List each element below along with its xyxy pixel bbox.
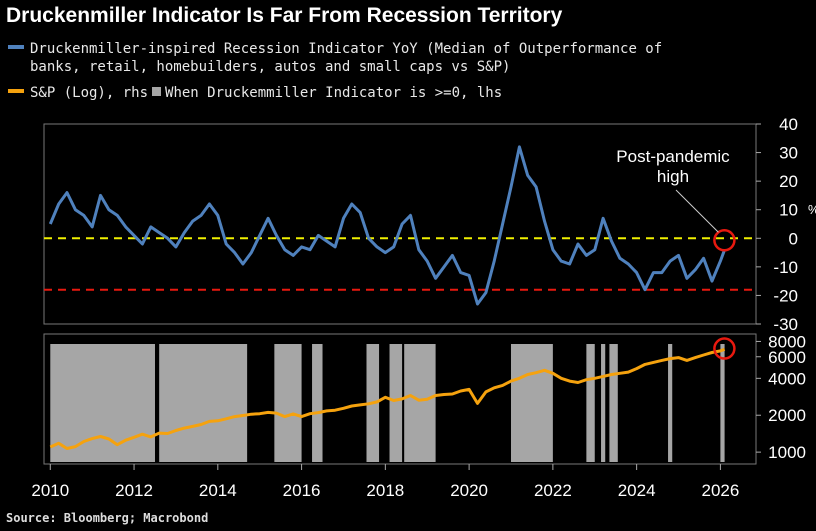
- annotation-text-line1: Post-pandemic: [616, 147, 730, 166]
- indicator-panel: 40 30 20 10 0 -10 -20 -30 % Post-pandemic high: [43, 115, 816, 334]
- legend-shade-label: When Druckemmiller Indicator is >=0, lhs: [165, 85, 503, 101]
- sp-ytick-label: 4000: [768, 369, 806, 388]
- annotation-text-line2: high: [657, 167, 689, 186]
- legend-indicator-label-cont: banks, retail, homebuilders, autos and s…: [30, 59, 511, 75]
- post-pandemic-high-marker: [713, 229, 736, 252]
- x-tick-label: 2020: [450, 481, 488, 500]
- legend-sp-label: S&P (Log), rhs: [30, 85, 149, 101]
- x-tick-label: 2016: [283, 481, 321, 500]
- shaded-period-11: [668, 344, 673, 462]
- shaded-period-6: [404, 344, 436, 462]
- x-tick-label: 2022: [534, 481, 572, 500]
- shaded-period-9: [601, 344, 606, 462]
- sp-ytick-label: 2000: [768, 406, 806, 425]
- indicator-ytick-label: -10: [773, 258, 798, 277]
- shaded-period-5: [389, 344, 403, 462]
- legend-indicator: Druckenmiller-inspired Recession Indicat…: [8, 40, 662, 58]
- shaded-period-3: [312, 344, 323, 462]
- sp-panel-frame: [43, 333, 757, 465]
- x-tick-label: 2018: [366, 481, 404, 500]
- legend-shade-swatch: [152, 86, 162, 96]
- source-note: Source: Bloomberg; Macrobond: [6, 511, 209, 525]
- shaded-period-12: [720, 344, 725, 462]
- indicator-series-line: [48, 145, 727, 306]
- sp-latest-marker: [713, 337, 736, 360]
- shaded-period-8: [586, 344, 595, 462]
- shaded-period-1: [159, 344, 248, 462]
- indicator-ytick-label: -20: [773, 286, 798, 305]
- x-tick-label: 2024: [618, 481, 656, 500]
- x-tick-label: 2026: [701, 481, 739, 500]
- indicator-panel-frame: [43, 123, 757, 325]
- shaded-period-2: [274, 344, 302, 462]
- sp-ytick-label: 8000: [768, 332, 806, 351]
- sp-ytick-label: 1000: [768, 443, 806, 462]
- indicator-ytick-label: -30: [773, 315, 798, 334]
- sp-series-line: [49, 347, 726, 450]
- indicator-ytick-label: 10: [779, 201, 798, 220]
- legend-indicator-swatch: [8, 45, 24, 49]
- shaded-period-0: [50, 344, 155, 462]
- sp-ytick-label: 6000: [768, 348, 806, 367]
- x-tick-label: 2014: [199, 481, 237, 500]
- legend-indicator-label: Druckenmiller-inspired Recession Indicat…: [30, 41, 663, 57]
- annotation-arrow: [675, 189, 719, 233]
- indicator-ytick-label: 40: [779, 115, 798, 134]
- legend-sp: S&P (Log), rhs When Druckemmiller Indicat…: [8, 84, 502, 102]
- indicator-unit-label: %: [808, 202, 816, 217]
- x-tick-label: 2010: [31, 481, 69, 500]
- chart-title: Druckenmiller Indicator Is Far From Rece…: [6, 4, 563, 27]
- shaded-period-7: [510, 344, 553, 462]
- indicator-ytick-label: 20: [779, 172, 798, 191]
- shaded-period-10: [609, 344, 618, 462]
- legend-sp-swatch: [8, 89, 24, 93]
- indicator-ytick-label: 0: [789, 229, 798, 248]
- indicator-ytick-label: 30: [779, 144, 798, 163]
- x-tick-label: 2012: [115, 481, 153, 500]
